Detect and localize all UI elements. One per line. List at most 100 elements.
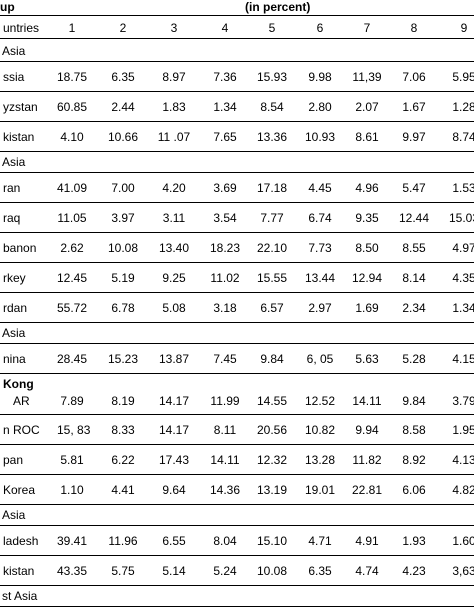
cell-value: 6.35 [308, 563, 332, 578]
cell-value: 14.17 [158, 422, 190, 437]
cell-value: 4.20 [162, 180, 186, 195]
unit-label: (in percent) [245, 0, 311, 14]
cell-value: 2.34 [402, 300, 426, 315]
cell-value: 3.11 [162, 210, 186, 225]
cell-value: 10.82 [304, 422, 336, 437]
column-header-4: 4 [221, 21, 229, 35]
cell-value: 3.97 [111, 210, 135, 225]
cell-value: 13.36 [256, 129, 288, 144]
cell-value: 10.08 [256, 563, 288, 578]
column-header-5: 5 [268, 21, 276, 35]
cell-value: 11.99 [210, 394, 240, 408]
cell-value: 5.28 [402, 351, 426, 366]
cell-value: 4.41 [111, 482, 135, 497]
cell-value: 1.28 [452, 99, 474, 114]
cell-value: 13.44 [304, 270, 336, 285]
country-label: n ROC [3, 422, 40, 437]
cell-value: 8.04 [213, 533, 237, 548]
cell-value: 5.75 [111, 563, 135, 578]
cell-value: 1.69 [355, 300, 379, 315]
header-bottom-rule [0, 38, 474, 39]
cell-value: 11.82 [352, 452, 382, 467]
header-top-rule [0, 15, 474, 16]
cell-value: 3,63 [452, 563, 474, 578]
cell-value: 2.44 [111, 99, 135, 114]
cell-value: 12.44 [398, 210, 430, 225]
cell-value: 15.23 [107, 351, 139, 366]
cell-value: 6.55 [162, 533, 186, 548]
row-rule [0, 232, 474, 233]
cell-value: 10.08 [107, 240, 139, 255]
cell-value: 8.33 [111, 422, 135, 437]
cell-value: 7.36 [213, 69, 237, 84]
region-group-label: Asia [2, 326, 26, 340]
country-label: rdan [3, 300, 28, 315]
cell-value: 7.73 [308, 240, 332, 255]
cell-value: 8.54 [260, 99, 284, 114]
cell-value: 4.10 [60, 129, 84, 144]
cell-value: 4.91 [355, 533, 379, 548]
cell-value: 8.19 [111, 394, 135, 408]
cell-value: 5.24 [213, 563, 237, 578]
row-rule [0, 555, 474, 556]
cell-value: 6.74 [308, 210, 332, 225]
countries-column-header: untries [3, 21, 40, 35]
cell-value: 1.93 [402, 533, 426, 548]
cell-value: 13.40 [158, 240, 190, 255]
cell-value: 22.10 [256, 240, 288, 255]
cell-value: 9.98 [308, 69, 332, 84]
cell-value: 11.05 [57, 210, 87, 225]
country-label: Korea [3, 482, 36, 497]
column-header-9: 9 [460, 21, 468, 35]
cell-value: 8.11 [213, 422, 237, 437]
cell-value: 41.09 [56, 180, 88, 195]
cell-value: 15.10 [256, 533, 288, 548]
cell-value: 8.74 [452, 129, 474, 144]
cell-value: 6.35 [111, 69, 135, 84]
column-header-7: 7 [363, 21, 371, 35]
cell-value: 6.57 [260, 300, 284, 315]
cell-value: 7.89 [60, 394, 84, 408]
cell-value: 4.35 [452, 270, 474, 285]
cell-value: 5.63 [355, 351, 379, 366]
country-label: rkey [3, 270, 26, 285]
cell-value: 20.56 [256, 422, 288, 437]
row-rule [0, 504, 474, 505]
cell-value: 17.18 [256, 180, 288, 195]
row-rule [0, 414, 474, 415]
cell-value: 17.43 [158, 452, 190, 467]
cell-value: 13.28 [304, 452, 336, 467]
row-rule [0, 61, 474, 62]
region-group-label: Asia [2, 155, 26, 169]
cell-value: 15.55 [256, 270, 288, 285]
column-header-8: 8 [410, 21, 418, 35]
region-group-label: st Asia [2, 589, 38, 603]
cell-value: 8.61 [355, 129, 379, 144]
cell-value: 6, 05 [306, 351, 334, 366]
cell-value: 15.93 [256, 69, 288, 84]
country-label: ssia [3, 69, 25, 84]
cell-value: 6.22 [111, 452, 135, 467]
cell-value: 4.97 [452, 240, 474, 255]
cell-value: 15, 83 [57, 422, 91, 437]
cell-value: 5.81 [60, 452, 84, 467]
region-group-label: Asia [2, 44, 26, 58]
region-group-label: Asia [2, 508, 26, 522]
cell-value: 8.58 [402, 422, 426, 437]
row-rule [0, 292, 474, 293]
row-rule [0, 151, 474, 152]
cell-value: 2.97 [308, 300, 332, 315]
cell-value: 5.14 [162, 563, 186, 578]
cell-value: 14.17 [158, 394, 190, 408]
column-header-2: 2 [119, 21, 127, 35]
row-rule [0, 91, 474, 92]
cell-value: 9.84 [260, 351, 284, 366]
cell-value: 1.10 [60, 482, 84, 497]
row-rule [0, 172, 474, 173]
cell-value: 1.34 [452, 300, 474, 315]
cell-value: 14.11 [210, 452, 240, 467]
cell-value: 1.34 [213, 99, 237, 114]
cell-value: 7.65 [213, 129, 237, 144]
cell-value: 55.72 [56, 300, 88, 315]
cell-value: 14.36 [209, 482, 241, 497]
